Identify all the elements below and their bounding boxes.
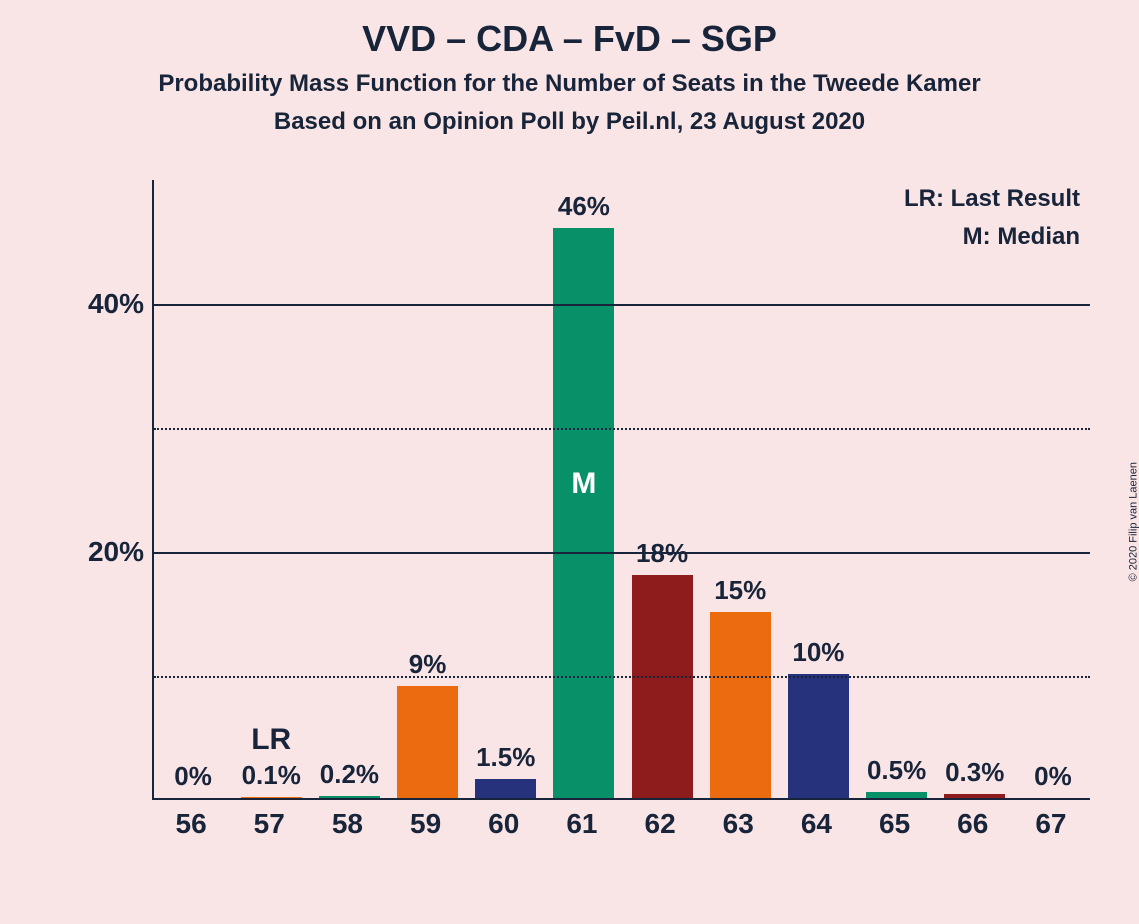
median-marker: M xyxy=(571,467,596,501)
bar: 1.5% xyxy=(475,779,536,798)
bar-rect xyxy=(553,228,614,798)
chart-area: LR: Last Result M: Median 0%0.1%LR0.2%9%… xyxy=(70,180,1090,850)
bar: 9% xyxy=(397,686,458,798)
gridline-major xyxy=(154,304,1090,306)
x-axis-tick-label: 58 xyxy=(332,808,363,840)
bar-value-label: 0.2% xyxy=(320,759,379,790)
bar: 0.2% xyxy=(319,796,380,798)
chart-subtitle-2: Based on an Opinion Poll by Peil.nl, 23 … xyxy=(0,108,1139,136)
bar-rect xyxy=(866,792,927,798)
bar-rect xyxy=(944,794,1005,798)
bar: 0.5% xyxy=(866,792,927,798)
bar-rect xyxy=(475,779,536,798)
bar: 15% xyxy=(710,612,771,798)
x-axis-tick-label: 59 xyxy=(410,808,441,840)
bar: 18% xyxy=(632,575,693,798)
bar-rect xyxy=(710,612,771,798)
bar-rect xyxy=(241,797,302,798)
x-axis-tick-label: 56 xyxy=(176,808,207,840)
x-axis-tick-label: 65 xyxy=(879,808,910,840)
last-result-marker: LR xyxy=(251,723,291,757)
gridline-minor xyxy=(154,428,1090,430)
x-axis-tick-label: 57 xyxy=(254,808,285,840)
bar-value-label: 46% xyxy=(558,191,610,222)
bar-rect xyxy=(397,686,458,798)
bar: 10% xyxy=(788,674,849,798)
bar-value-label: 0.5% xyxy=(867,755,926,786)
bar-value-label: 10% xyxy=(792,637,844,668)
bar-value-label: 1.5% xyxy=(476,742,535,773)
bars-container: 0%0.1%LR0.2%9%1.5%46%M18%15%10%0.5%0.3%0… xyxy=(154,180,1090,798)
bar-rect xyxy=(788,674,849,798)
x-axis-tick-label: 64 xyxy=(801,808,832,840)
gridline-minor xyxy=(154,676,1090,678)
gridline-major xyxy=(154,552,1090,554)
chart-title: VVD – CDA – FvD – SGP xyxy=(0,0,1139,60)
y-axis-tick-label: 40% xyxy=(88,288,144,320)
bar-value-label: 15% xyxy=(714,575,766,606)
bar-rect xyxy=(632,575,693,798)
x-axis-tick-label: 61 xyxy=(566,808,597,840)
copyright-text: © 2020 Filip van Laenen xyxy=(1127,462,1139,581)
x-axis-tick-label: 67 xyxy=(1035,808,1066,840)
x-axis-tick-label: 63 xyxy=(723,808,754,840)
plot-region: 0%0.1%LR0.2%9%1.5%46%M18%15%10%0.5%0.3%0… xyxy=(152,180,1090,800)
bar-rect xyxy=(319,796,380,798)
bar: 0.3% xyxy=(944,794,1005,798)
bar-value-label: 0% xyxy=(174,761,212,792)
x-axis-tick-label: 66 xyxy=(957,808,988,840)
bar-value-label: 0.1% xyxy=(242,760,301,791)
bar: 46%M xyxy=(553,228,614,798)
chart-subtitle-1: Probability Mass Function for the Number… xyxy=(0,70,1139,98)
bar: 0.1%LR xyxy=(241,797,302,798)
x-axis-tick-label: 62 xyxy=(645,808,676,840)
bar-value-label: 0.3% xyxy=(945,757,1004,788)
y-axis-tick-label: 20% xyxy=(88,536,144,568)
bar-value-label: 0% xyxy=(1034,761,1072,792)
x-axis-tick-label: 60 xyxy=(488,808,519,840)
